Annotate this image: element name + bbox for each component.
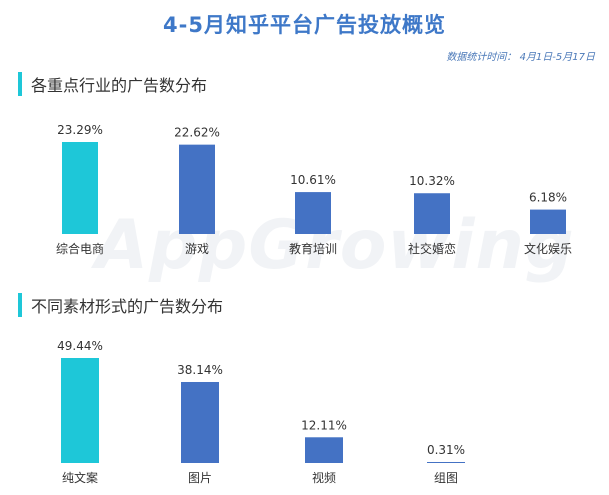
bar-社交婚恋 — [414, 193, 450, 234]
page-title: 4-5月知乎平台广告投放概览 — [163, 13, 446, 37]
bar-游戏 — [179, 144, 215, 234]
data-label: 12.11% — [301, 418, 347, 432]
section-header-industry: 各重点行业的广告数分布 — [18, 72, 207, 96]
data-label: 23.29% — [57, 123, 103, 137]
bar-视频 — [305, 437, 343, 463]
category-label: 纯文案 — [62, 470, 98, 485]
category-label: 组图 — [434, 471, 458, 485]
category-label: 社交婚恋 — [408, 241, 456, 256]
data-label: 38.14% — [177, 363, 223, 377]
data-label: 22.62% — [174, 126, 220, 140]
industry-bar-chart: 23.29% 综合电商 22.62% 游戏 10.61% 教育培训 10.32% 社交婚恋 6.… — [56, 123, 572, 256]
bar-图片 — [181, 381, 219, 463]
data-label: 10.32% — [409, 174, 455, 188]
category-label: 教育培训 — [289, 241, 337, 256]
category-label: 文化娱乐 — [524, 241, 572, 256]
section-title-industry: 各重点行业的广告数分布 — [31, 76, 208, 95]
date-range-note: 数据统计时间： 4月1日-5月17日 — [446, 52, 595, 63]
data-label: 49.44% — [57, 339, 103, 353]
section-title-format: 不同素材形式的广告数分布 — [31, 297, 224, 316]
data-label: 6.18% — [529, 191, 567, 205]
section-accent-bar — [18, 293, 22, 317]
section-accent-bar — [18, 72, 22, 96]
category-label: 视频 — [312, 470, 336, 485]
bar-文化娱乐 — [530, 209, 566, 234]
category-label: 综合电商 — [56, 241, 104, 256]
bar-纯文案 — [61, 358, 99, 463]
bar-组图 — [427, 462, 465, 463]
format-bar-chart: 49.44% 纯文案 38.14% 图片 12.11% 视频 0.31% 组图 — [57, 339, 465, 485]
category-label: 图片 — [188, 471, 212, 485]
bar-教育培训 — [295, 192, 331, 234]
category-label: 游戏 — [185, 242, 209, 256]
bar-综合电商 — [62, 142, 98, 234]
section-header-format: 不同素材形式的广告数分布 — [18, 293, 223, 317]
data-label: 10.61% — [290, 173, 336, 187]
data-label: 0.31% — [427, 443, 465, 457]
